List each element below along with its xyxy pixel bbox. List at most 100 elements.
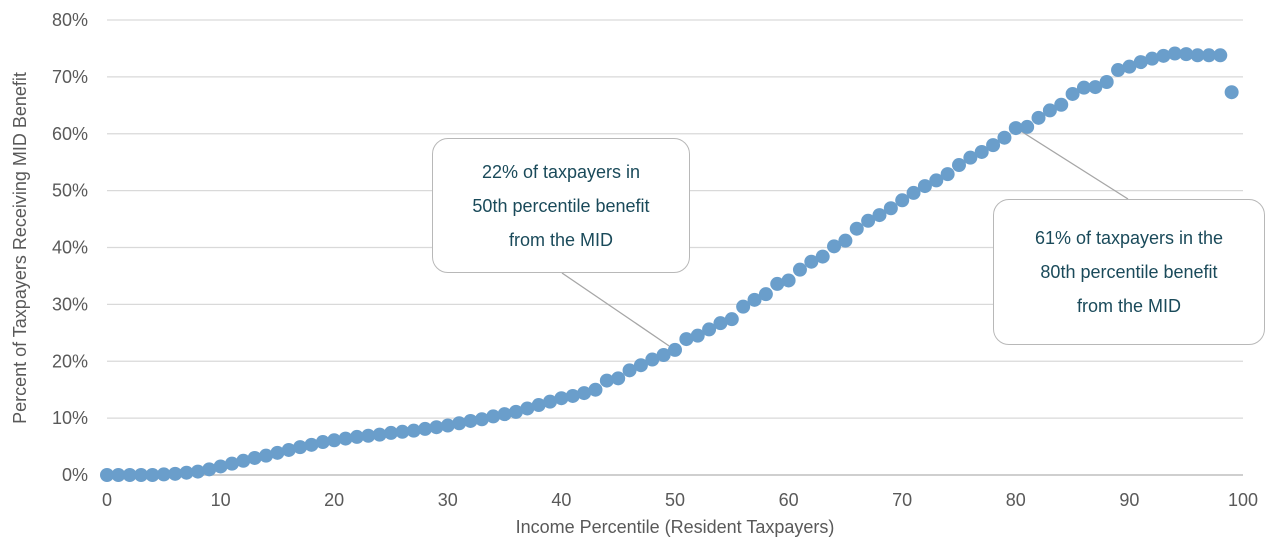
y-tick-label: 70% (52, 67, 88, 87)
data-point (1042, 103, 1057, 118)
x-tick-label: 50 (665, 490, 685, 510)
data-point (758, 287, 773, 302)
callout-leader-lines (561, 123, 1129, 347)
data-point (577, 386, 592, 401)
y-tick-label: 20% (52, 351, 88, 371)
data-point (406, 423, 421, 438)
data-point (895, 193, 910, 208)
data-point (1156, 48, 1171, 63)
x-tick-label: 10 (211, 490, 231, 510)
data-point (315, 435, 330, 450)
data-point (679, 332, 694, 347)
data-point (849, 221, 864, 236)
data-point (281, 442, 296, 457)
data-point (543, 394, 558, 409)
data-point (781, 273, 796, 288)
x-tick-label: 0 (102, 490, 112, 510)
callout-line: 22% of taxpayers in (481, 161, 641, 182)
data-point (1076, 80, 1091, 95)
data-point (1133, 55, 1148, 70)
data-point (440, 418, 455, 433)
data-point (179, 465, 194, 480)
data-point (645, 352, 660, 367)
callout-line: 50th percentile benefit (472, 195, 650, 216)
data-point (668, 342, 682, 357)
data-point (361, 428, 376, 443)
data-point (1179, 47, 1194, 62)
data-point (906, 185, 921, 200)
data-point (224, 456, 239, 471)
data-point (1008, 121, 1023, 136)
data-point (1201, 48, 1216, 63)
data-point (963, 150, 978, 165)
data-point (111, 468, 126, 482)
data-point (213, 459, 228, 474)
data-point (997, 130, 1012, 145)
data-point (1020, 119, 1035, 134)
callout-line: from the MID (1076, 296, 1182, 316)
data-point (1122, 59, 1137, 74)
data-point (656, 347, 671, 362)
data-point (838, 233, 853, 248)
data-point (349, 429, 364, 444)
data-point (418, 421, 433, 436)
x-tick-label: 100 (1228, 490, 1258, 510)
data-point (247, 450, 262, 465)
data-point (986, 138, 1001, 153)
data-point (327, 433, 342, 448)
y-tick-label: 30% (52, 294, 88, 314)
y-tick-label: 80% (52, 10, 88, 30)
x-tick-label: 20 (324, 490, 344, 510)
x-tick-label: 30 (438, 490, 458, 510)
data-point (770, 276, 785, 291)
data-point (611, 371, 626, 386)
data-point (1145, 51, 1160, 66)
data-points (100, 46, 1239, 482)
data-point (463, 413, 478, 428)
data-point (304, 437, 319, 452)
data-point (100, 468, 114, 482)
data-point (168, 466, 183, 481)
callout-line: from the MID (508, 229, 613, 250)
data-point (1031, 110, 1046, 125)
data-point (1190, 48, 1205, 63)
y-tick-label: 60% (52, 124, 88, 144)
data-point (974, 144, 989, 159)
x-axis-title: Income Percentile (Resident Taxpayers) (516, 517, 835, 537)
data-point (633, 358, 648, 373)
x-tick-labels: 0 10 20 30 40 50 60 70 80 90 100 (102, 490, 1258, 510)
x-tick-label: 70 (892, 490, 912, 510)
x-tick-label: 60 (779, 490, 799, 510)
data-point (724, 312, 739, 327)
data-point (520, 401, 535, 416)
callout-50th-percentile-text: 22% of taxpayers in 50th percentile bene… (472, 155, 649, 257)
data-point (270, 445, 285, 460)
y-tick-label: 10% (52, 408, 88, 428)
data-point (702, 322, 717, 337)
callout-50th-percentile: 22% of taxpayers in 50th percentile bene… (432, 138, 690, 273)
data-point (1167, 46, 1182, 61)
data-point (565, 388, 580, 403)
x-tick-label: 90 (1119, 490, 1139, 510)
data-point (452, 416, 467, 431)
data-point (827, 239, 842, 254)
data-point (384, 425, 398, 440)
callout-leader-line (561, 272, 670, 347)
data-point (792, 262, 807, 277)
x-tick-label: 40 (551, 490, 571, 510)
data-point (190, 464, 205, 479)
data-point (554, 391, 569, 406)
x-tick-label: 80 (1006, 490, 1026, 510)
data-point (861, 213, 876, 228)
data-point (940, 167, 955, 182)
callout-80th-percentile-text: 61% of taxpayers in the 80th percentile … (1035, 221, 1223, 323)
data-point (1213, 48, 1228, 63)
data-point (134, 468, 149, 482)
data-point (736, 299, 751, 314)
data-point (497, 407, 512, 422)
data-point (508, 404, 523, 419)
data-point (917, 179, 932, 194)
y-axis-title: Percent of Taxpayers Receiving MID Benef… (10, 72, 30, 424)
callout-line: 80th percentile benefit (1040, 262, 1218, 282)
